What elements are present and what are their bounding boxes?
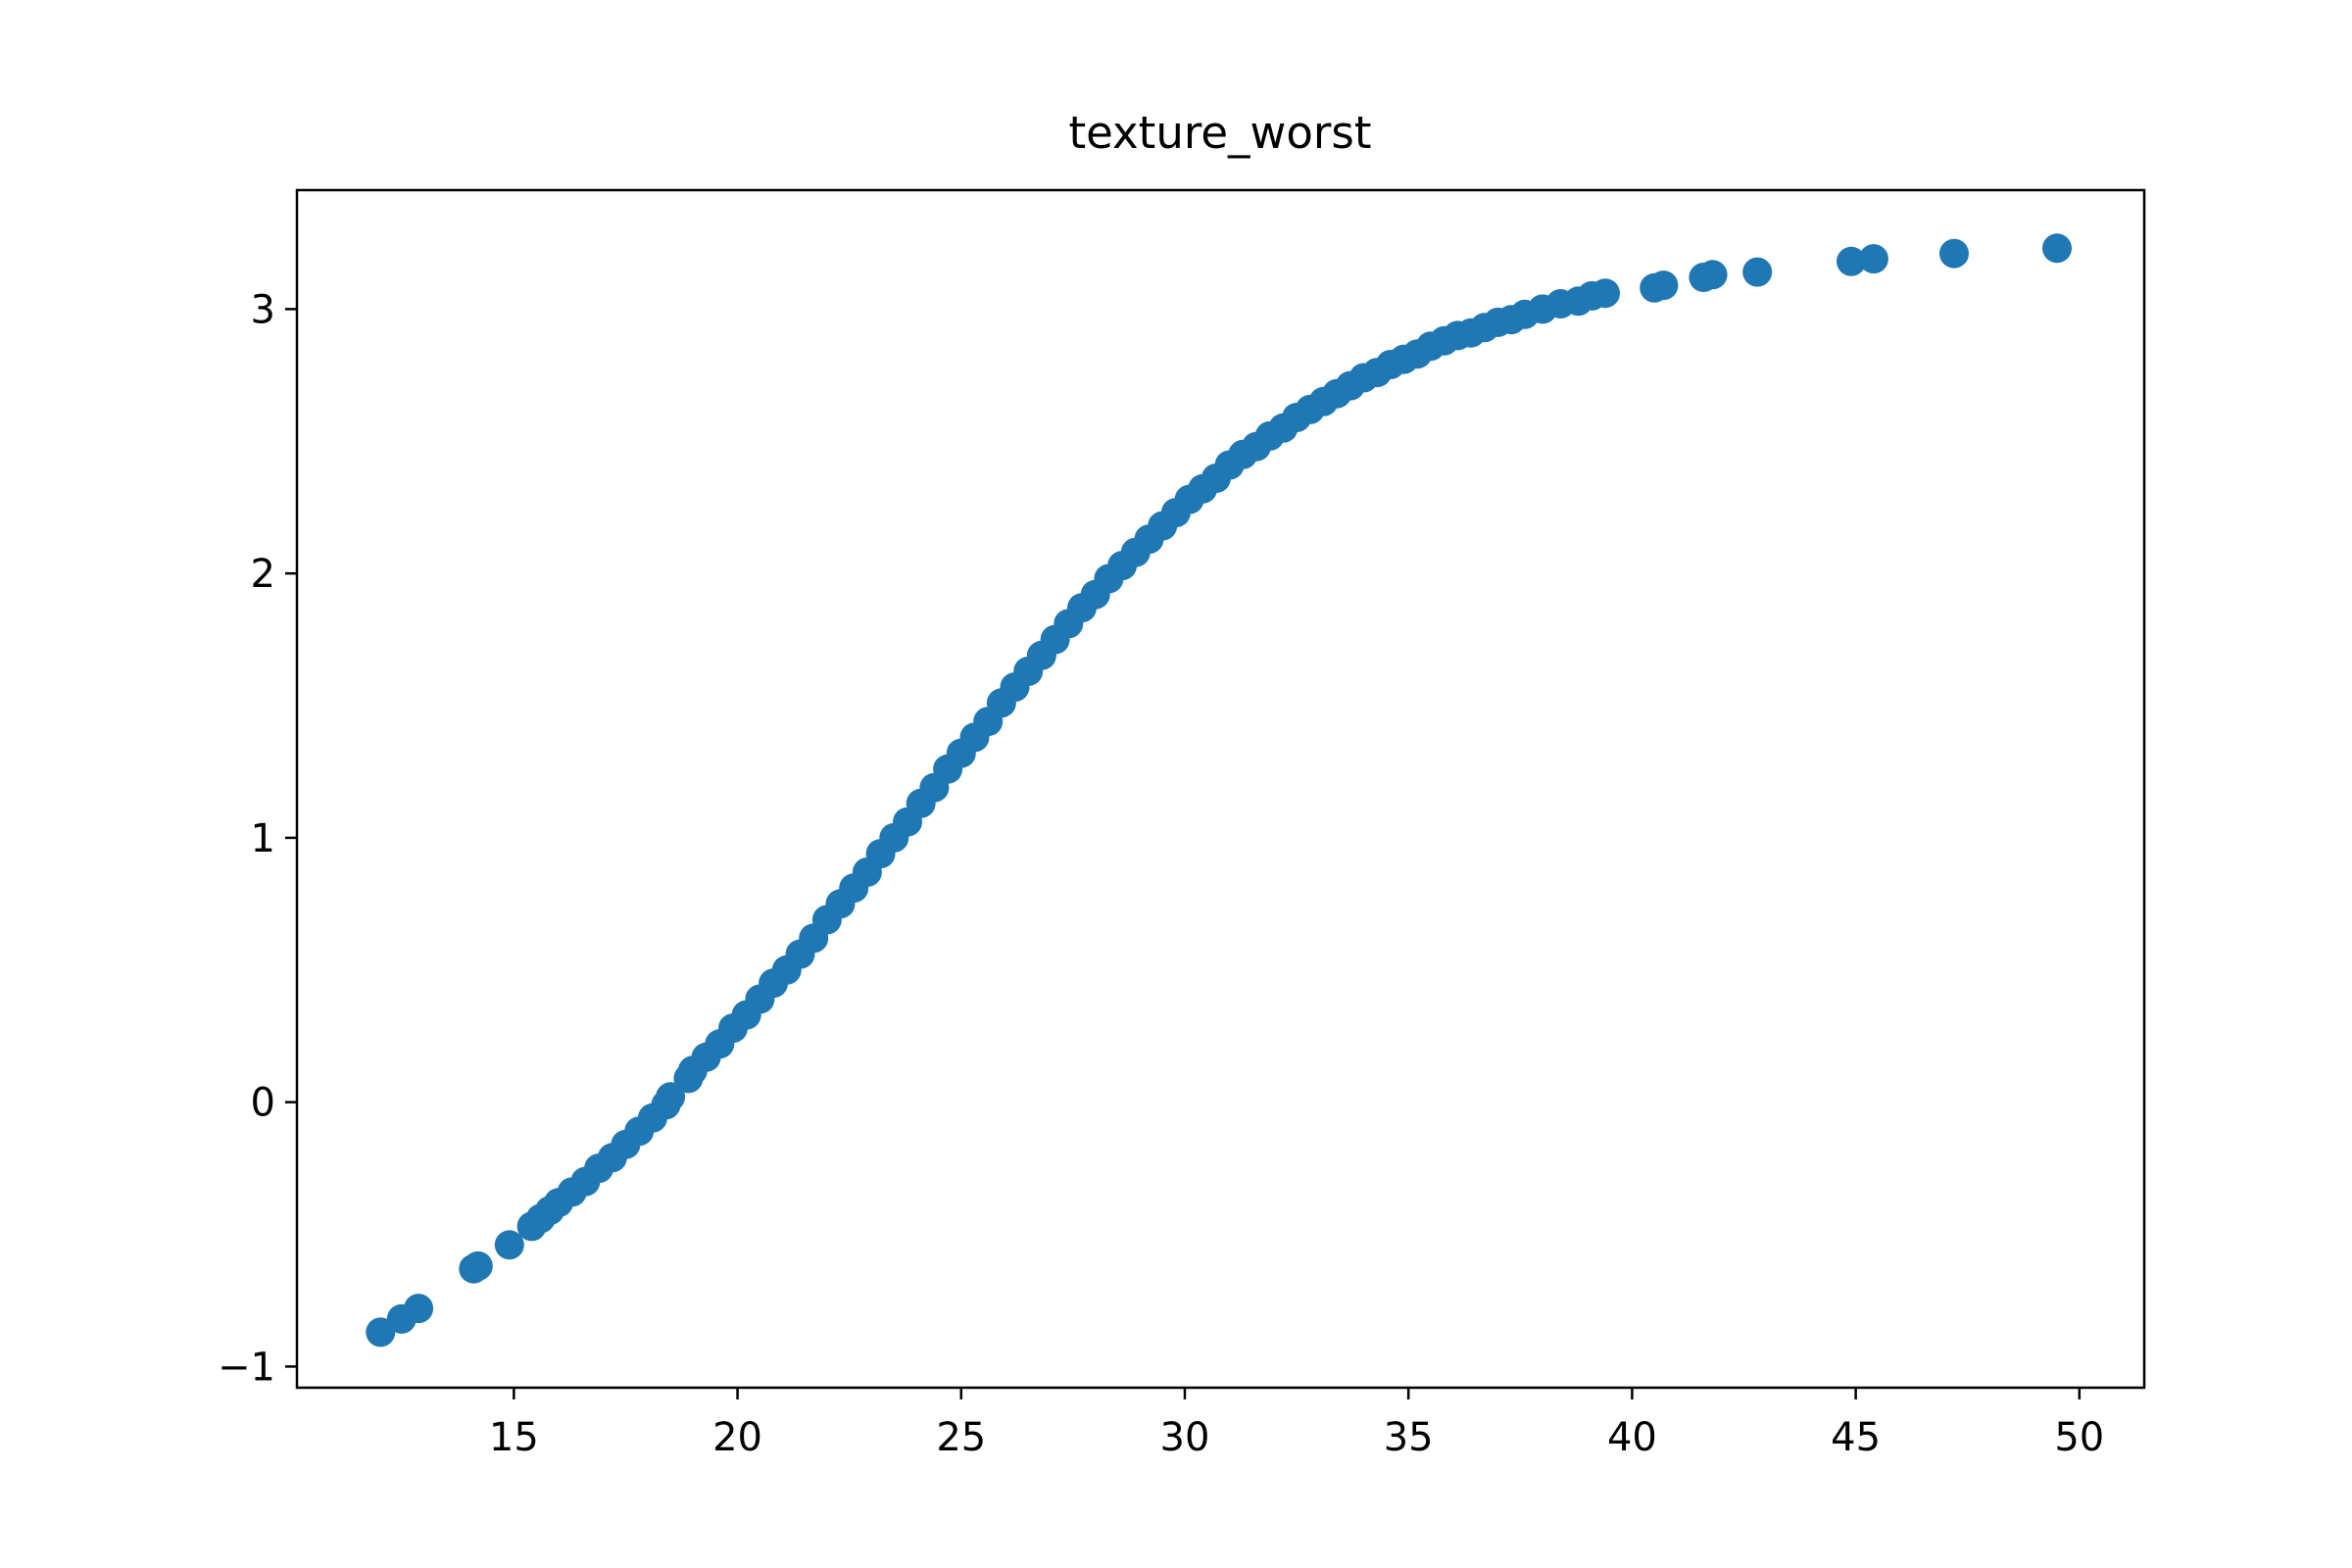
data-point xyxy=(1697,260,1728,290)
data-point xyxy=(366,1317,396,1348)
data-point xyxy=(1648,270,1679,301)
data-point xyxy=(1939,238,1969,269)
y-axis-ticks: −1 0 1 2 3 xyxy=(218,287,297,1390)
data-point xyxy=(2042,233,2072,264)
plot-area-frame xyxy=(295,188,2146,1390)
y-tick-label: 1 xyxy=(251,816,275,861)
x-tick-label: 20 xyxy=(712,1415,762,1460)
data-point xyxy=(656,1082,686,1112)
data-point xyxy=(1837,246,1866,276)
x-tick-label: 25 xyxy=(936,1415,986,1460)
x-tick-label: 35 xyxy=(1384,1415,1434,1460)
x-axis-ticks: 15 20 25 30 35 40 45 50 xyxy=(489,1388,2104,1460)
y-tick-label: 0 xyxy=(251,1081,275,1126)
y-tick-label: 2 xyxy=(251,552,275,597)
data-point xyxy=(494,1230,524,1260)
data-points xyxy=(366,233,2072,1348)
data-point xyxy=(463,1250,493,1281)
y-tick-label: −1 xyxy=(218,1345,275,1390)
data-point xyxy=(1858,244,1888,274)
x-tick-label: 40 xyxy=(1607,1415,1657,1460)
x-tick-label: 50 xyxy=(2054,1415,2104,1460)
x-tick-label: 15 xyxy=(489,1415,539,1460)
x-tick-label: 45 xyxy=(1831,1415,1881,1460)
data-point xyxy=(404,1294,434,1324)
data-point xyxy=(1591,278,1620,309)
x-tick-label: 30 xyxy=(1160,1415,1210,1460)
data-point xyxy=(1742,257,1773,287)
y-tick-label: 3 xyxy=(251,287,275,332)
chart-title: texture_worst xyxy=(1069,107,1372,159)
